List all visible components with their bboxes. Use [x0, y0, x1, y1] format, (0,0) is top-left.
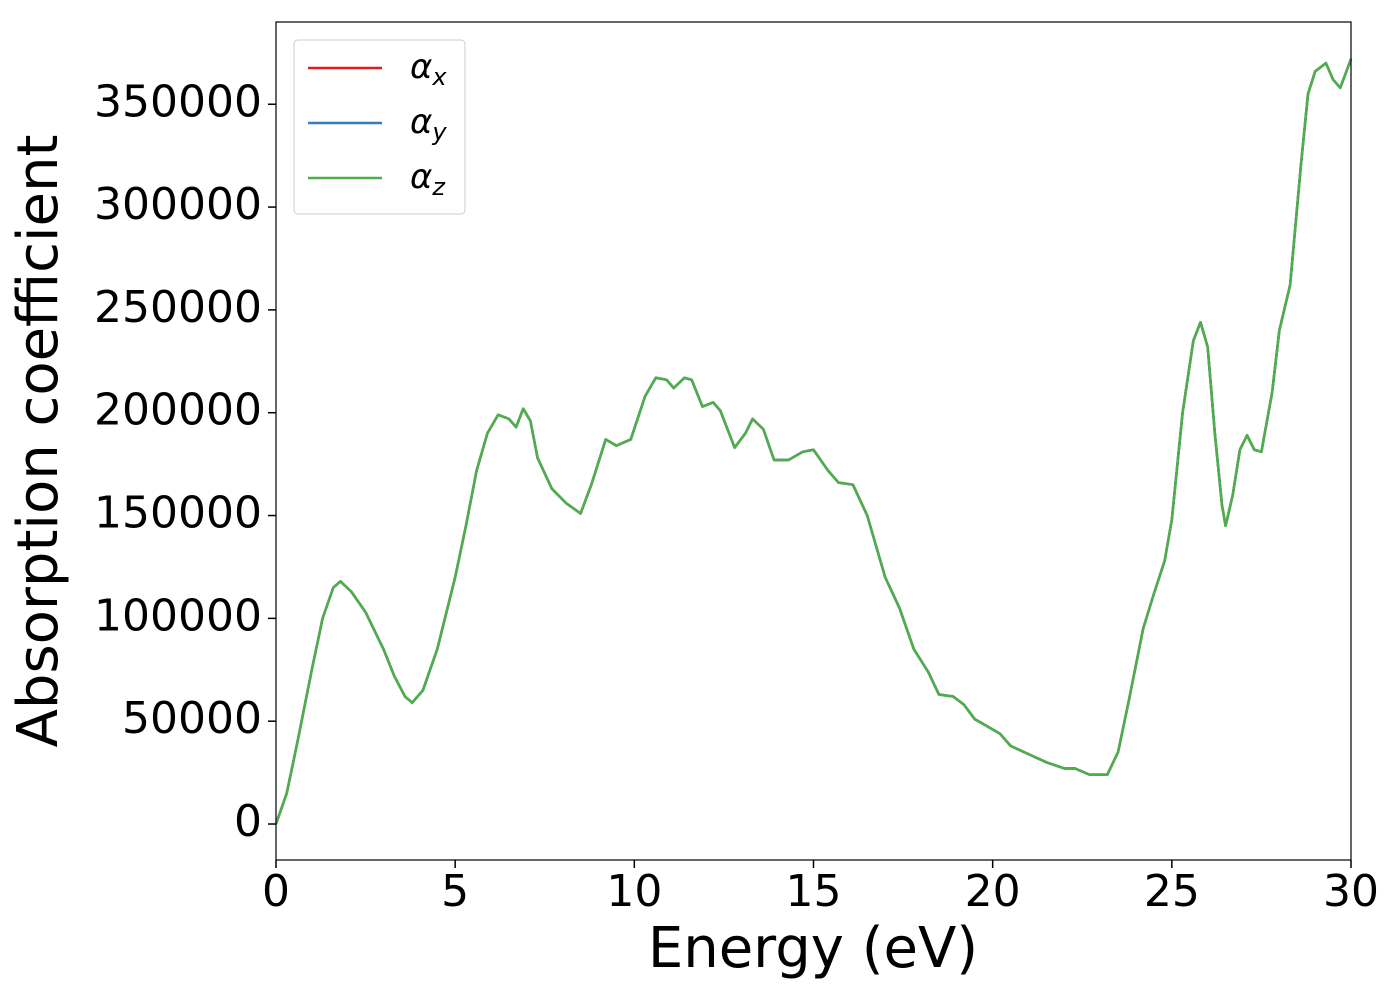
x-tick-label: 30	[1323, 866, 1379, 917]
y-tick-label: 150000	[94, 488, 262, 539]
x-axis-label: Energy (eV)	[648, 916, 978, 981]
y-tick-label: 250000	[94, 282, 262, 333]
y-axis-label: Absorption coefficient	[6, 135, 71, 748]
x-tick-label: 5	[441, 866, 469, 917]
legend-label: αx	[410, 47, 447, 92]
legend-label: αz	[410, 157, 446, 202]
y-tick-label: 100000	[94, 590, 262, 641]
x-tick-label: 20	[965, 866, 1021, 917]
y-tick-label: 350000	[94, 76, 262, 127]
plot-frame	[275, 21, 1352, 861]
x-tick-label: 25	[1144, 866, 1200, 917]
x-tick-label: 10	[606, 866, 662, 917]
legend-box	[293, 39, 466, 215]
y-tick-label: 300000	[94, 179, 262, 230]
legend: αx αy αz	[293, 39, 466, 215]
x-tick-label: 0	[262, 866, 290, 917]
y-tick-label: 50000	[122, 693, 262, 744]
y-tick-label: 0	[234, 796, 262, 847]
x-tick-label: 15	[786, 866, 842, 917]
y-tick-label: 200000	[94, 385, 262, 436]
legend-label: αy	[410, 102, 447, 147]
series-line	[274, 58, 1353, 825]
